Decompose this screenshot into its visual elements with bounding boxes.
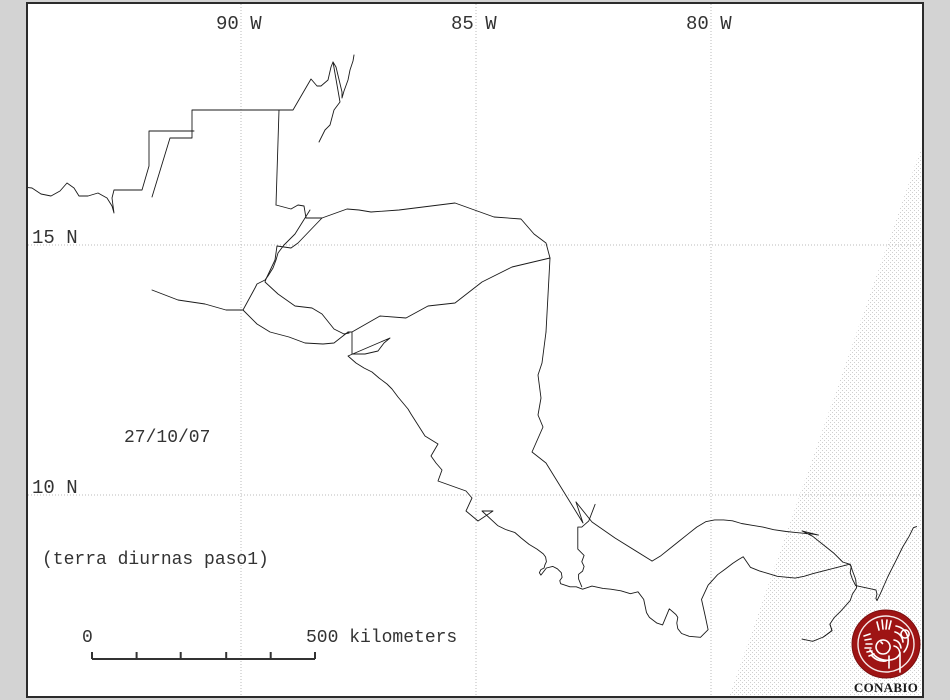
svg-text:CONABIO: CONABIO xyxy=(854,680,918,695)
